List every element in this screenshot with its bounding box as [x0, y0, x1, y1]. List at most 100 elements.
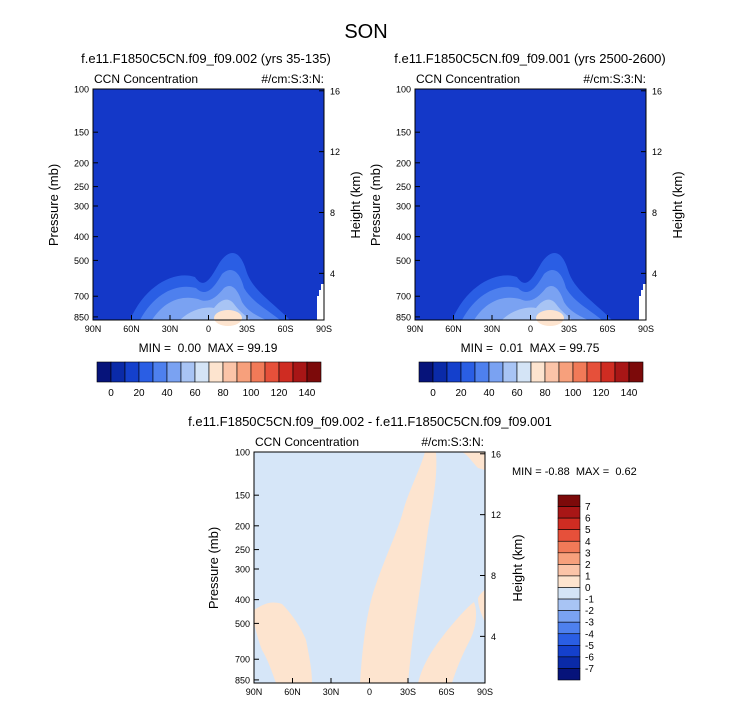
colorbar-swatch: [488, 361, 504, 383]
colorbar-label: 7: [585, 502, 591, 513]
colorbar-swatch: [628, 361, 644, 383]
colorbar-label: 100: [243, 388, 260, 399]
colorbar-swatch: [278, 361, 294, 383]
x-tick-label: 60N: [284, 687, 301, 697]
colorbar-swatch: [557, 540, 581, 554]
colorbar-label: -7: [585, 664, 594, 675]
y-tick-label: 100: [396, 85, 411, 95]
y-tick-label: 300: [235, 565, 250, 575]
x-tick-label: 0: [367, 687, 372, 697]
x-tick-label: 30N: [323, 687, 340, 697]
colorbar-label: 20: [455, 388, 467, 399]
colorbar-swatch: [222, 361, 238, 383]
colorbar-swatch: [250, 361, 266, 383]
colorbar-swatch: [446, 361, 462, 383]
y-right-tick-label: 8: [652, 208, 657, 218]
colorbar-swatch: [557, 564, 581, 577]
colorbar-swatch: [502, 361, 518, 383]
panel-left-ylabel-right: Height (km): [348, 171, 363, 238]
colorbar-swatch: [138, 361, 154, 383]
colorbar-swatch: [474, 361, 490, 383]
x-tick-label: 60N: [445, 324, 462, 334]
colorbar-swatch: [557, 587, 581, 600]
colorbar-label: -6: [585, 652, 594, 663]
x-tick-label: 30S: [561, 324, 577, 334]
x-tick-label: 30S: [239, 324, 255, 334]
x-tick-label: 60S: [599, 324, 615, 334]
colorbar-swatch: [292, 361, 308, 383]
panel-right-ylabel: Pressure (mb): [368, 164, 383, 246]
colorbar-label: 60: [511, 388, 523, 399]
colorbar-swatch: [586, 361, 602, 383]
y-tick-label: 850: [396, 312, 411, 322]
panel-right-ylabel-right: Height (km): [670, 171, 685, 238]
panel-diff-ylabel-right: Height (km): [510, 534, 525, 601]
y-tick-label: 850: [235, 675, 250, 685]
colorbar-swatch: [96, 361, 112, 383]
panel-right-ground-mask: [639, 284, 646, 320]
colorbar-label: 140: [299, 388, 316, 399]
y-right-tick-label: 16: [491, 449, 501, 459]
colorbar-label: 3: [585, 548, 591, 559]
colorbar-swatch: [557, 610, 581, 623]
colorbar-label: 0: [108, 388, 114, 399]
x-tick-label: 60N: [123, 324, 140, 334]
colorbar-label: 60: [189, 388, 201, 399]
y-right-tick-label: 4: [652, 269, 657, 279]
y-tick-label: 150: [74, 128, 89, 138]
x-tick-label: 30N: [162, 324, 179, 334]
panel-left-field-label: CCN Concentration: [94, 72, 198, 86]
colorbar-label: -3: [585, 618, 594, 629]
x-tick-label: 60S: [277, 324, 293, 334]
y-tick-label: 300: [74, 202, 89, 212]
colorbar-swatch: [557, 633, 581, 646]
colorbar-swatch: [530, 361, 546, 383]
y-tick-label: 200: [235, 521, 250, 531]
colorbar-swatch: [418, 361, 434, 383]
panel-right-plume: [452, 252, 612, 326]
x-tick-label: 90N: [407, 324, 424, 334]
colorbar-label: 1: [585, 571, 591, 582]
y-tick-label: 300: [396, 202, 411, 212]
colorbar-swatch: [572, 361, 588, 383]
colorbar-swatch: [194, 361, 210, 383]
panel-diff-title: f.e11.F1850C5CN.f09_f09.002 - f.e11.F185…: [188, 414, 552, 429]
x-tick-label: 30S: [400, 687, 416, 697]
positive-region-west: [254, 602, 312, 683]
y-right-tick-label: 4: [330, 269, 335, 279]
panel-right-y-tick-labels: 100 150 200 250 300 400 500 700 850: [396, 85, 420, 322]
y-tick-label: 400: [74, 232, 89, 242]
y-right-tick-label: 12: [330, 147, 340, 157]
colorbar-label: 80: [217, 388, 229, 399]
plume-peak: [214, 310, 242, 326]
y-tick-label: 500: [396, 256, 411, 266]
colorbar-swatch: [152, 361, 168, 383]
panel-left: f.e11.F1850C5CN.f09_f09.002 (yrs 35-135)…: [46, 51, 363, 355]
x-tick-label: 0: [206, 324, 211, 334]
panel-diff-stats: MIN = -0.88 MAX = 0.62: [512, 466, 637, 478]
colorbar-label: 80: [539, 388, 551, 399]
colorbar-swatch: [544, 361, 560, 383]
panel-right-title: f.e11.F1850C5CN.f09_f09.001 (yrs 2500-26…: [394, 51, 665, 66]
panel-left-right-tick-labels: 4 8 12 16: [319, 86, 340, 279]
y-tick-label: 500: [74, 256, 89, 266]
x-tick-label: 0: [528, 324, 533, 334]
colorbar-swatch: [166, 361, 182, 383]
colorbar-horizontal-left: 0 20 40 60 80 100 120 140: [96, 361, 322, 399]
y-tick-label: 100: [74, 85, 89, 95]
panel-diff-ylabel: Pressure (mb): [206, 527, 221, 609]
colorbar-swatch: [557, 645, 581, 658]
y-tick-label: 100: [235, 448, 250, 458]
colorbar-label: -2: [585, 606, 594, 617]
y-right-tick-label: 4: [491, 632, 496, 642]
colorbar-swatch: [558, 361, 574, 383]
y-tick-label: 400: [235, 595, 250, 605]
y-right-tick-label: 12: [491, 510, 501, 520]
panel-right-stats: MIN = 0.01 MAX = 99.75: [461, 341, 600, 355]
y-right-tick-label: 8: [330, 208, 335, 218]
x-tick-label: 90S: [477, 687, 493, 697]
x-tick-label: 90N: [85, 324, 102, 334]
y-tick-label: 200: [396, 158, 411, 168]
